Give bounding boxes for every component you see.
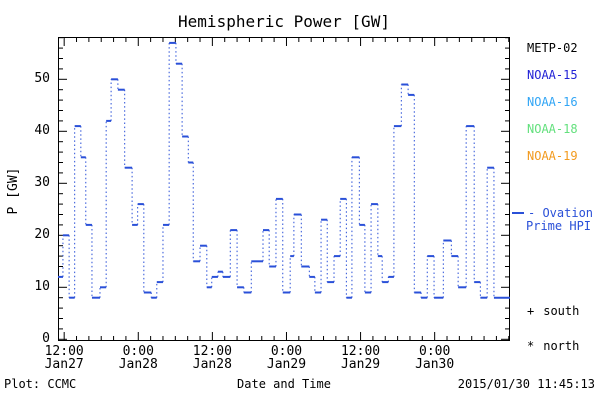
north-marker-label: north (543, 339, 580, 353)
plot-timestamp: 2015/01/30 11:45:13 (457, 377, 595, 391)
x-tick-label: 0:00 Jan29 (266, 344, 307, 372)
chart-title: Hemispheric Power [GW] (178, 12, 390, 31)
legend-item-noaa-18: NOAA-18 (527, 122, 578, 136)
x-tick-label: 0:00 Jan30 (415, 344, 455, 372)
y-tick-label: 30 (34, 175, 50, 191)
legend-item-metp-02: METP-02 (527, 41, 578, 55)
y-tick-label: 20 (34, 227, 50, 243)
x-tick-label: 12:00 Jan27 (44, 344, 84, 372)
legend-marker-north: * north (527, 339, 579, 353)
x-tick-label: 0:00 Jan28 (118, 344, 158, 372)
legend-series-label-line1: - Ovation (528, 206, 594, 220)
ovation-line-sample-icon (512, 212, 524, 214)
plot-area (58, 37, 510, 341)
y-tick-label: 50 (34, 71, 50, 87)
legend-item-noaa-15: NOAA-15 (527, 68, 578, 82)
plus-marker-icon: + (527, 304, 535, 318)
south-marker-label: south (543, 304, 580, 318)
legend-item-noaa-19: NOAA-19 (527, 149, 578, 163)
legend-series-label-line2: Prime HPI (526, 219, 592, 233)
legend-item-noaa-16: NOAA-16 (527, 95, 578, 109)
x-tick-label: 12:00 Jan28 (192, 344, 232, 372)
y-tick-label: 0 (42, 331, 50, 347)
legend-marker-south: + south (527, 304, 579, 318)
y-tick-label: 40 (34, 123, 50, 139)
y-tick-label: 10 (34, 279, 50, 295)
plot-credit: Plot: CCMC (4, 377, 77, 391)
asterisk-marker-icon: * (527, 339, 535, 353)
x-axis-label: Date and Time (237, 377, 331, 391)
x-tick-label: 12:00 Jan29 (340, 344, 381, 372)
